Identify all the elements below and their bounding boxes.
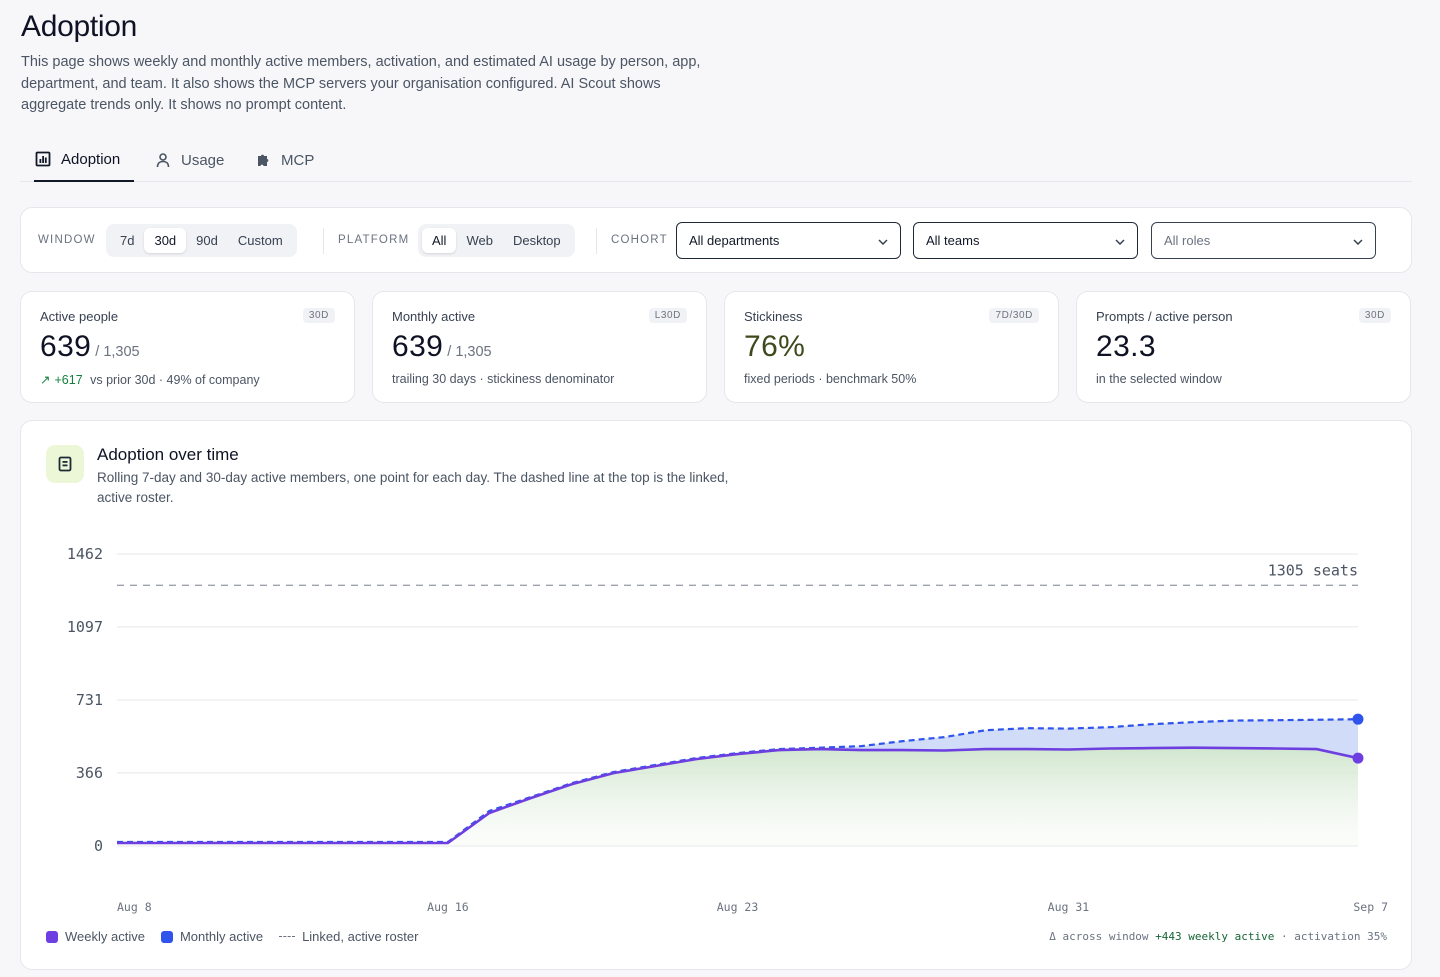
page-title: Adoption bbox=[21, 10, 138, 43]
document-icon bbox=[46, 445, 84, 483]
legend-roster-label: Linked, active roster bbox=[302, 929, 419, 944]
person-icon bbox=[154, 151, 172, 169]
window-custom[interactable]: Custom bbox=[237, 233, 283, 248]
y-tick-label: 0 bbox=[94, 837, 103, 855]
window-selector: 7d 30d 90d Custom bbox=[106, 224, 297, 257]
adoption-chart: 0 366 731 1097 1462 1305 seats Aug 8 Aug 16 Aug … bbox=[67, 545, 1388, 914]
weekly-active-endpoint bbox=[1352, 752, 1364, 764]
chevron-down-icon bbox=[1115, 233, 1125, 248]
y-tick-label: 1462 bbox=[67, 545, 103, 563]
period-badge: 30D bbox=[1358, 308, 1391, 323]
tab-mcp[interactable]: MCP bbox=[254, 138, 314, 182]
department-select-value: All departments bbox=[689, 233, 780, 248]
kpi-value-total: / 1,305 bbox=[95, 344, 140, 360]
kpi-active-people: Active people 30D 639/ 1,305 ↗ +617 vs pr… bbox=[20, 291, 355, 403]
window-7d[interactable]: 7d bbox=[120, 233, 135, 248]
kpi-value-total: / 1,305 bbox=[447, 344, 492, 360]
platform-desktop[interactable]: Desktop bbox=[512, 233, 561, 248]
kpi-subtext: fixed periods · benchmark 50% bbox=[744, 372, 917, 386]
chart-legend: Weekly active Monthly active Linked, act… bbox=[46, 929, 418, 944]
trend-up-icon: ↗ bbox=[40, 373, 51, 387]
tab-mcp-label: MCP bbox=[281, 151, 315, 169]
puzzle-icon bbox=[254, 151, 272, 169]
x-tick-label: Aug 23 bbox=[717, 900, 759, 914]
tab-adoption-label: Adoption bbox=[61, 150, 121, 168]
chart-footnote: Δ across window +443 weekly active · act… bbox=[1049, 930, 1387, 943]
chevron-down-icon bbox=[1353, 233, 1363, 248]
roster-seats-label: 1305 seats bbox=[1268, 561, 1358, 579]
footnote-prefix: Δ across window bbox=[1049, 930, 1149, 943]
kpi-subtext-text: vs prior 30d · 49% of company bbox=[90, 373, 260, 387]
legend-swatch bbox=[46, 930, 58, 943]
kpi-label: Prompts / active person bbox=[1096, 309, 1233, 324]
chart-box-icon bbox=[34, 150, 52, 168]
kpi-label: Active people bbox=[40, 309, 119, 324]
monthly-active-area bbox=[117, 719, 1358, 843]
monthly-active-line bbox=[117, 718, 1359, 844]
kpi-subtext: trailing 30 days · stickiness denominato… bbox=[392, 372, 615, 386]
platform-web[interactable]: Web bbox=[466, 233, 493, 248]
y-tick-label: 1097 bbox=[67, 618, 103, 636]
kpi-value-number: 639 bbox=[40, 330, 92, 363]
kpi-subtext: ↗ +617 vs prior 30d · 49% of company bbox=[40, 372, 260, 387]
tab-usage[interactable]: Usage bbox=[154, 138, 224, 182]
legend-swatch bbox=[160, 930, 173, 943]
legend-monthly-label: Monthly active bbox=[179, 929, 264, 944]
cohort-label: COHORT bbox=[611, 234, 668, 246]
period-badge: 30D bbox=[302, 308, 335, 323]
legend-monthly: Monthly active bbox=[160, 929, 264, 944]
legend-dash bbox=[279, 936, 296, 937]
legend-weekly-label: Weekly active bbox=[65, 929, 145, 944]
divider bbox=[596, 228, 597, 254]
kpi-delta: +617 bbox=[54, 373, 83, 387]
chart-title: Adoption over time bbox=[97, 445, 239, 464]
divider bbox=[323, 228, 324, 254]
department-select[interactable]: All departments bbox=[676, 222, 901, 259]
x-tick-label: Aug 16 bbox=[427, 900, 469, 914]
footnote-delta: +443 weekly active bbox=[1155, 930, 1275, 943]
tab-adoption[interactable]: Adoption bbox=[34, 138, 135, 182]
tab-bar: Adoption Usage MCP bbox=[20, 138, 1412, 182]
kpi-monthly-active: Monthly active L30D 639/ 1,305 trailing … bbox=[372, 291, 707, 403]
platform-label: PLATFORM bbox=[338, 234, 410, 246]
kpi-value: 23.3 bbox=[1096, 330, 1156, 363]
x-tick-label: Sep 7 bbox=[1353, 900, 1388, 914]
role-select-placeholder: All roles bbox=[1164, 233, 1211, 248]
kpi-value: 639/ 1,305 bbox=[40, 330, 140, 364]
legend-roster: Linked, active roster bbox=[279, 929, 418, 944]
kpi-label: Stickiness bbox=[744, 309, 803, 324]
x-tick-label: Aug 8 bbox=[117, 900, 152, 914]
period-badge: 7D/30D bbox=[989, 308, 1039, 323]
legend-weekly: Weekly active bbox=[46, 929, 145, 944]
page-description: This page shows weekly and monthly activ… bbox=[21, 54, 701, 113]
kpi-stickiness: Stickiness 7D/30D 76% fixed periods · be… bbox=[724, 291, 1059, 403]
role-select[interactable]: All roles bbox=[1151, 222, 1376, 259]
footnote-suffix: · activation 35% bbox=[1281, 930, 1387, 943]
window-label: WINDOW bbox=[38, 234, 96, 246]
chevron-down-icon bbox=[878, 233, 888, 248]
weekly-active-area bbox=[117, 747, 1358, 846]
x-tick-label: Aug 31 bbox=[1048, 900, 1090, 914]
window-90d[interactable]: 90d bbox=[196, 233, 218, 248]
filter-bar: WINDOW 7d 30d 90d Custom PLATFORM All We… bbox=[20, 207, 1412, 273]
kpi-value-number: 639 bbox=[392, 330, 444, 363]
kpi-label: Monthly active bbox=[392, 309, 476, 324]
tab-usage-label: Usage bbox=[181, 151, 225, 169]
platform-all[interactable]: All bbox=[422, 228, 457, 253]
window-30d[interactable]: 30d bbox=[144, 228, 187, 253]
kpi-value: 76% bbox=[744, 330, 806, 363]
platform-selector: All Web Desktop bbox=[418, 224, 575, 257]
adoption-chart-card: 0 366 731 1097 1462 1305 seats Aug 8 Aug 16 Aug … bbox=[20, 420, 1412, 970]
y-tick-label: 731 bbox=[76, 691, 103, 709]
team-select[interactable]: All teams bbox=[913, 222, 1138, 259]
weekly-active-line bbox=[117, 746, 1359, 845]
team-select-value: All teams bbox=[926, 233, 980, 248]
chart-description: Rolling 7-day and 30-day active members,… bbox=[97, 470, 729, 505]
monthly-active-endpoint bbox=[1352, 713, 1364, 725]
kpi-subtext: in the selected window bbox=[1096, 372, 1222, 386]
period-badge: L30D bbox=[648, 308, 687, 323]
kpi-prompts-per-person: Prompts / active person 30D 23.3 in the … bbox=[1076, 291, 1411, 403]
y-tick-label: 366 bbox=[76, 764, 103, 782]
kpi-value: 639/ 1,305 bbox=[392, 330, 492, 364]
